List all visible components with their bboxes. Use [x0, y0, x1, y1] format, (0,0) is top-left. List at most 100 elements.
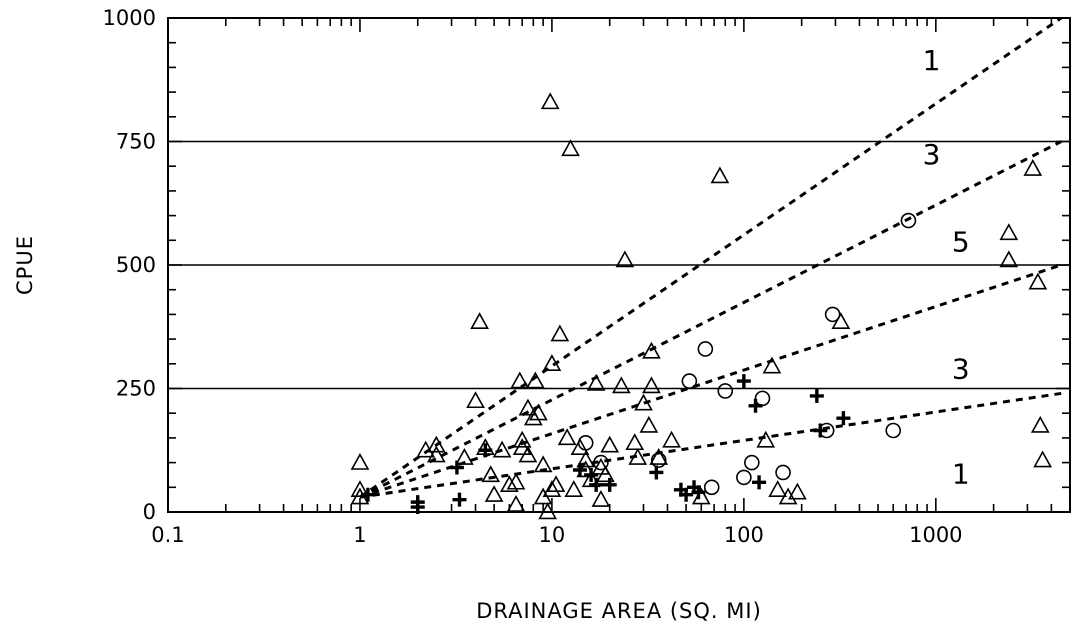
triangle-marker [550, 324, 570, 342]
horizontal-reference-lines [168, 140, 1070, 390]
circle-marker [775, 464, 791, 481]
triangle-marker [426, 445, 446, 463]
triangle-marker [523, 408, 543, 426]
circle-marker [900, 212, 917, 229]
triangle-marker [762, 356, 782, 374]
plus-marker [478, 443, 493, 458]
triangle-marker [642, 341, 661, 359]
x-axis-title: DRAINAGE AREA (SQ. MI) [476, 599, 762, 623]
region-label: 1 [952, 457, 970, 490]
triangle-marker [526, 371, 545, 389]
circle-marker [703, 479, 720, 496]
plus-marker [449, 460, 464, 475]
circle-marker [824, 306, 841, 323]
circle-marker [697, 341, 714, 357]
y-tick-label: 500 [116, 253, 156, 277]
triangle-marker [768, 480, 788, 497]
axis-ticks [167, 17, 1071, 513]
triangle-marker [1023, 159, 1043, 176]
triangle-marker [350, 452, 370, 470]
region-labels: 1 3 5 3 1 [923, 44, 970, 490]
triangle-marker [596, 465, 615, 483]
triangle-marker [642, 376, 661, 394]
triangle-marker [576, 450, 596, 468]
triangle-marker [499, 475, 519, 493]
x-tick-label: 0.1 [151, 523, 184, 547]
plus-marker [649, 465, 664, 480]
triangle-marker [542, 354, 562, 372]
x-tick-label: 1 [353, 523, 366, 547]
plus-marker [602, 477, 617, 492]
triangle-marker [510, 371, 530, 389]
triangle-marker [529, 403, 548, 421]
dashed-line [359, 263, 1062, 499]
triangle-marker [561, 139, 580, 157]
region-label: 5 [952, 225, 970, 258]
triangle-marker [628, 448, 648, 465]
triangle-marker [350, 480, 370, 497]
tick-labels: 0.1 1 10 100 1000 0 250 500 750 1000 [103, 6, 963, 547]
triangle-marker [662, 430, 681, 448]
plus-marker [813, 423, 828, 438]
circle-marker [650, 452, 667, 468]
triangle-marker [512, 430, 532, 448]
y-axis-title: CPUE [13, 235, 37, 295]
dashed-line [359, 16, 1063, 499]
triangle-marker [570, 438, 590, 455]
region-label: 1 [923, 44, 941, 77]
triangle-marker [512, 438, 532, 455]
region-label: 3 [923, 138, 941, 171]
triangle-marker [518, 398, 538, 416]
triangle-marker [506, 494, 526, 512]
triangle-marker [634, 393, 653, 411]
triangle-marker [831, 312, 851, 330]
triangle-marker [615, 250, 635, 268]
triangle-marker [416, 440, 436, 458]
triangle-marker [999, 223, 1019, 241]
plus-marker [748, 398, 763, 413]
plus-marker [809, 388, 824, 403]
triangle-marker [426, 435, 446, 453]
x-tick-label: 100 [724, 523, 764, 547]
triangle-marker [639, 415, 659, 433]
x-tick-label: 1000 [909, 523, 962, 547]
plus-marker [679, 487, 694, 502]
circle-marker [593, 454, 609, 471]
plus-marker [752, 475, 767, 490]
plus-marker [589, 477, 604, 492]
circle-marker [744, 454, 760, 471]
circle-marker [754, 390, 771, 407]
triangle-marker [1028, 272, 1048, 290]
triangle-marker [564, 480, 584, 497]
triangle-marker [611, 376, 631, 394]
triangle-marker [538, 502, 557, 520]
plus-marker [736, 374, 751, 389]
circle-marker [885, 422, 902, 439]
triangle-marker [518, 445, 538, 463]
plus-marker [836, 411, 851, 426]
circle-marker [681, 373, 698, 389]
triangle-marker [1033, 450, 1052, 468]
dashed-line [359, 391, 1062, 499]
triangle-marker [1030, 415, 1050, 433]
plus-marker [584, 467, 599, 482]
triangle-marker [756, 430, 776, 448]
triangle-marker [542, 480, 562, 497]
triangle-marker [600, 435, 620, 453]
triangle-marker [466, 391, 485, 409]
triangle-marker [470, 312, 489, 330]
triangle-marker [540, 92, 560, 110]
y-tick-label: 1000 [103, 6, 156, 30]
triangle-marker [533, 455, 553, 473]
triangle-marker [710, 166, 730, 184]
y-tick-label: 750 [116, 130, 156, 154]
y-tick-label: 250 [116, 377, 156, 401]
triangle-marker [557, 428, 577, 446]
plus-marker [410, 500, 425, 515]
plus-marker [572, 463, 587, 478]
circle-marker [717, 383, 734, 399]
triangle-marker [788, 482, 807, 500]
dashed-reference-lines [359, 16, 1063, 499]
triangle-marker [591, 490, 611, 507]
